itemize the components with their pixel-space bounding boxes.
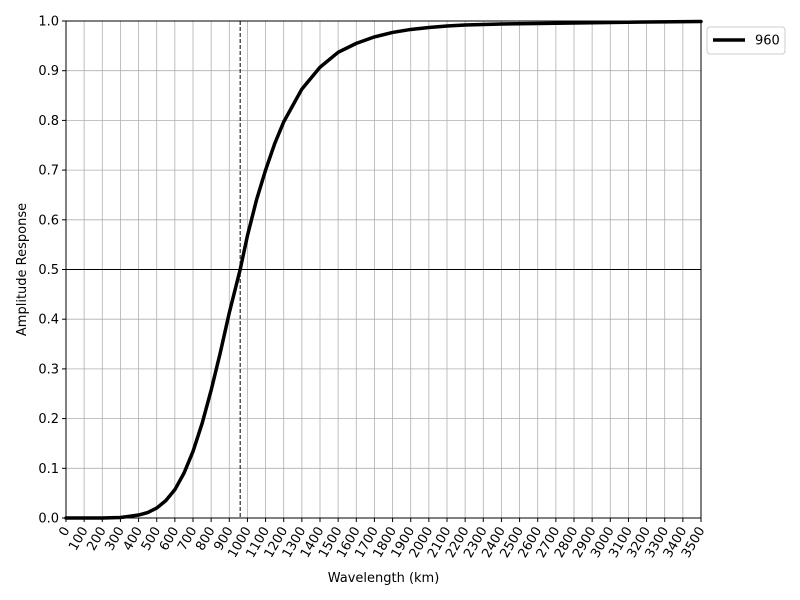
y-tick-label: 0.2 [38, 412, 59, 427]
series-layer [64, 19, 703, 520]
y-tick-label: 0.3 [38, 362, 59, 377]
y-axis-label: Amplitude Response [15, 203, 30, 336]
legend-label: 960 [755, 34, 780, 49]
y-tick-label: 0.1 [38, 462, 59, 477]
y-tick-label: 0.0 [38, 512, 59, 527]
legend: 960 [706, 26, 786, 55]
legend-box [706, 26, 786, 55]
series-line [64, 19, 703, 520]
y-tick-label: 1.0 [38, 15, 59, 30]
x-axis-ticks: 0100200300400500600700800900100011001200… [56, 518, 708, 561]
y-tick-label: 0.4 [38, 313, 59, 328]
x-axis-label: Wavelength (km) [328, 571, 440, 586]
reference-lines [66, 21, 701, 518]
y-tick-label: 0.7 [38, 164, 59, 179]
y-axis-ticks: 0.0 0.1 0.2 0.3 0.4 0.5 0.6 0.7 0.8 0.9 1.0 [38, 15, 66, 527]
y-tick-label: 0.6 [38, 213, 59, 228]
y-tick-label: 0.9 [38, 64, 59, 79]
y-tick-label: 0.8 [38, 114, 59, 129]
y-tick-label: 0.5 [38, 263, 59, 278]
